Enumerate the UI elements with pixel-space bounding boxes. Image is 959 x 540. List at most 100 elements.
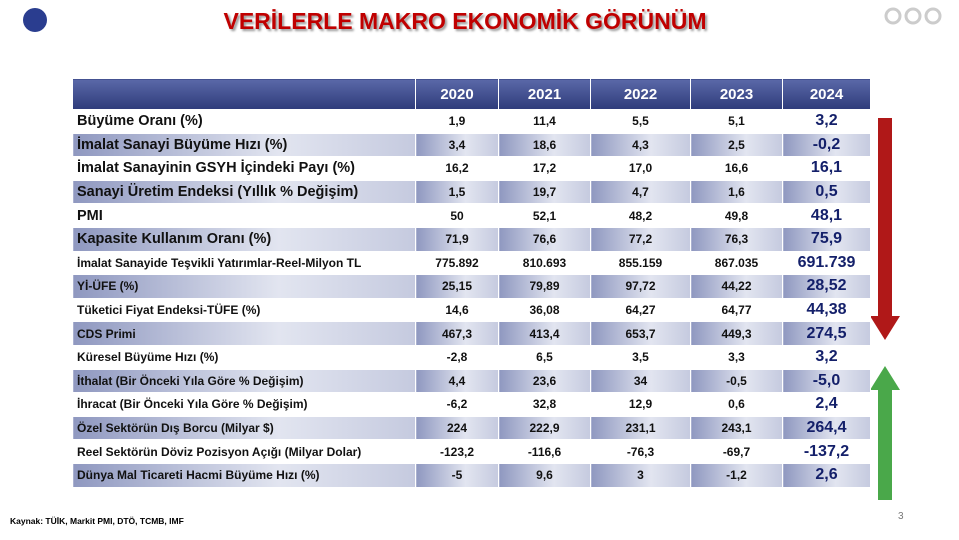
table-row: İmalat Sanayide Teşvikli Yatırımlar-Reel… xyxy=(72,250,871,276)
value-cell: 775.892 xyxy=(415,250,499,276)
value-cell: 4,7 xyxy=(590,179,691,205)
down-arrow-shaft xyxy=(878,118,892,318)
row-label: İthalat (Bir Önceki Yıla Göre % Değişim) xyxy=(72,368,416,394)
value-cell: 9,6 xyxy=(498,462,591,488)
value-cell: 12,9 xyxy=(590,392,691,417)
logo xyxy=(23,8,47,32)
value-cell: 0,5 xyxy=(782,179,871,205)
value-cell: 1,5 xyxy=(415,179,499,205)
value-cell: 14,6 xyxy=(415,297,499,323)
table-row: Büyüme Oranı (%) 1,9 11,4 5,5 5,1 3,2 xyxy=(72,109,871,134)
table-row: CDS Primi 467,3 413,4 653,7 449,3 274,5 xyxy=(72,321,871,346)
up-arrow-shaft xyxy=(878,388,892,500)
year-header: 2024 xyxy=(782,78,871,110)
value-cell: 79,89 xyxy=(498,274,591,299)
value-cell: 16,1 xyxy=(782,156,871,181)
value-cell: 653,7 xyxy=(590,321,691,346)
value-cell: 97,72 xyxy=(590,274,691,299)
data-table: 2020 2021 2022 2023 2024 Büyüme Oranı (%) 1,9 1… xyxy=(72,78,871,488)
table-row: İthalat (Bir Önceki Yıla Göre % Değişim)… xyxy=(72,368,871,394)
value-cell: -69,7 xyxy=(690,439,783,464)
table-row: Yİ-ÜFE (%) 25,15 79,89 97,72 44,22 28,52 xyxy=(72,274,871,299)
table-row: Reel Sektörün Döviz Pozisyon Açığı (Mily… xyxy=(72,439,871,464)
value-cell: 467,3 xyxy=(415,321,499,346)
value-cell: 3,2 xyxy=(782,109,871,134)
value-cell: -5 xyxy=(415,462,499,488)
header-row: 2020 2021 2022 2023 2024 xyxy=(72,78,871,110)
value-cell: 231,1 xyxy=(590,415,691,441)
value-cell: 77,2 xyxy=(590,226,691,252)
value-cell: -5,0 xyxy=(782,368,871,394)
value-cell: 2,5 xyxy=(690,132,783,158)
value-cell: 18,6 xyxy=(498,132,591,158)
year-header: 2020 xyxy=(415,78,499,110)
row-label: Yİ-ÜFE (%) xyxy=(72,274,416,299)
value-cell: 413,4 xyxy=(498,321,591,346)
value-cell: 4,4 xyxy=(415,368,499,394)
table-row: Özel Sektörün Dış Borcu (Milyar $) 224 222… xyxy=(72,415,871,441)
value-cell: 243,1 xyxy=(690,415,783,441)
row-label: İmalat Sanayi Büyüme Hızı (%) xyxy=(72,132,416,158)
row-label: Reel Sektörün Döviz Pozisyon Açığı (Mily… xyxy=(72,439,416,464)
value-cell: 48,1 xyxy=(782,203,871,228)
value-cell: 76,6 xyxy=(498,226,591,252)
value-cell: 222,9 xyxy=(498,415,591,441)
page-number: 3 xyxy=(898,511,904,522)
value-cell: 691.739 xyxy=(782,250,871,276)
row-label: Özel Sektörün Dış Borcu (Milyar $) xyxy=(72,415,416,441)
corner-cell xyxy=(72,78,416,110)
table-row: Küresel Büyüme Hızı (%) -2,8 6,5 3,5 3,3 3,2 xyxy=(72,344,871,370)
value-cell: 64,77 xyxy=(690,297,783,323)
value-cell: -1,2 xyxy=(690,462,783,488)
value-cell: 3 xyxy=(590,462,691,488)
value-cell: 449,3 xyxy=(690,321,783,346)
row-label: Küresel Büyüme Hızı (%) xyxy=(72,344,416,370)
value-cell: -116,6 xyxy=(498,439,591,464)
table-row: Sanayi Üretim Endeksi (Yıllık % Değişim)… xyxy=(72,179,871,205)
row-label: Kapasite Kullanım Oranı (%) xyxy=(72,226,416,252)
value-cell: -2,8 xyxy=(415,344,499,370)
row-label: Sanayi Üretim Endeksi (Yıllık % Değişim) xyxy=(72,179,416,205)
value-cell: 17,2 xyxy=(498,156,591,181)
value-cell: 0,6 xyxy=(690,392,783,417)
table-row: PMI 50 52,1 48,2 49,8 48,1 xyxy=(72,203,871,228)
value-cell: 3,5 xyxy=(590,344,691,370)
row-label: CDS Primi xyxy=(72,321,416,346)
value-cell: 64,27 xyxy=(590,297,691,323)
value-cell: 2,4 xyxy=(782,392,871,417)
value-cell: 19,7 xyxy=(498,179,591,205)
table-row: Kapasite Kullanım Oranı (%) 71,9 76,6 77,2 7… xyxy=(72,226,871,252)
value-cell: 25,15 xyxy=(415,274,499,299)
value-cell: 76,3 xyxy=(690,226,783,252)
table-row: İmalat Sanayi Büyüme Hızı (%) 3,4 18,6 4,3 2… xyxy=(72,132,871,158)
value-cell: 3,3 xyxy=(690,344,783,370)
value-cell: 16,6 xyxy=(690,156,783,181)
value-cell: 44,38 xyxy=(782,297,871,323)
row-label: İmalat Sanayide Teşvikli Yatırımlar-Reel… xyxy=(72,250,416,276)
title: VERİLERLE MAKRO EKONOMİK GÖRÜNÜM xyxy=(223,8,707,34)
year-header: 2023 xyxy=(690,78,783,110)
value-cell: -0,5 xyxy=(690,368,783,394)
value-cell: 50 xyxy=(415,203,499,228)
value-cell: 49,8 xyxy=(690,203,783,228)
value-cell: -123,2 xyxy=(415,439,499,464)
value-cell: 274,5 xyxy=(782,321,871,346)
value-cell: 4,3 xyxy=(590,132,691,158)
value-cell: 75,9 xyxy=(782,226,871,252)
value-cell: 36,08 xyxy=(498,297,591,323)
value-cell: 810.693 xyxy=(498,250,591,276)
value-cell: 1,9 xyxy=(415,109,499,134)
value-cell: 3,4 xyxy=(415,132,499,158)
table-row: İhracat (Bir Önceki Yıla Göre % Değişim)… xyxy=(72,392,871,417)
value-cell: 16,2 xyxy=(415,156,499,181)
table-row: Tüketici Fiyat Endeksi-TÜFE (%) 14,6 36,08… xyxy=(72,297,871,323)
value-cell: 3,2 xyxy=(782,344,871,370)
value-cell: 32,8 xyxy=(498,392,591,417)
value-cell: 17,0 xyxy=(590,156,691,181)
row-label: PMI xyxy=(72,203,416,228)
value-cell: 11,4 xyxy=(498,109,591,134)
table-row: Dünya Mal Ticareti Hacmi Büyüme Hızı (%)… xyxy=(72,462,871,488)
row-label: Büyüme Oranı (%) xyxy=(72,109,416,134)
